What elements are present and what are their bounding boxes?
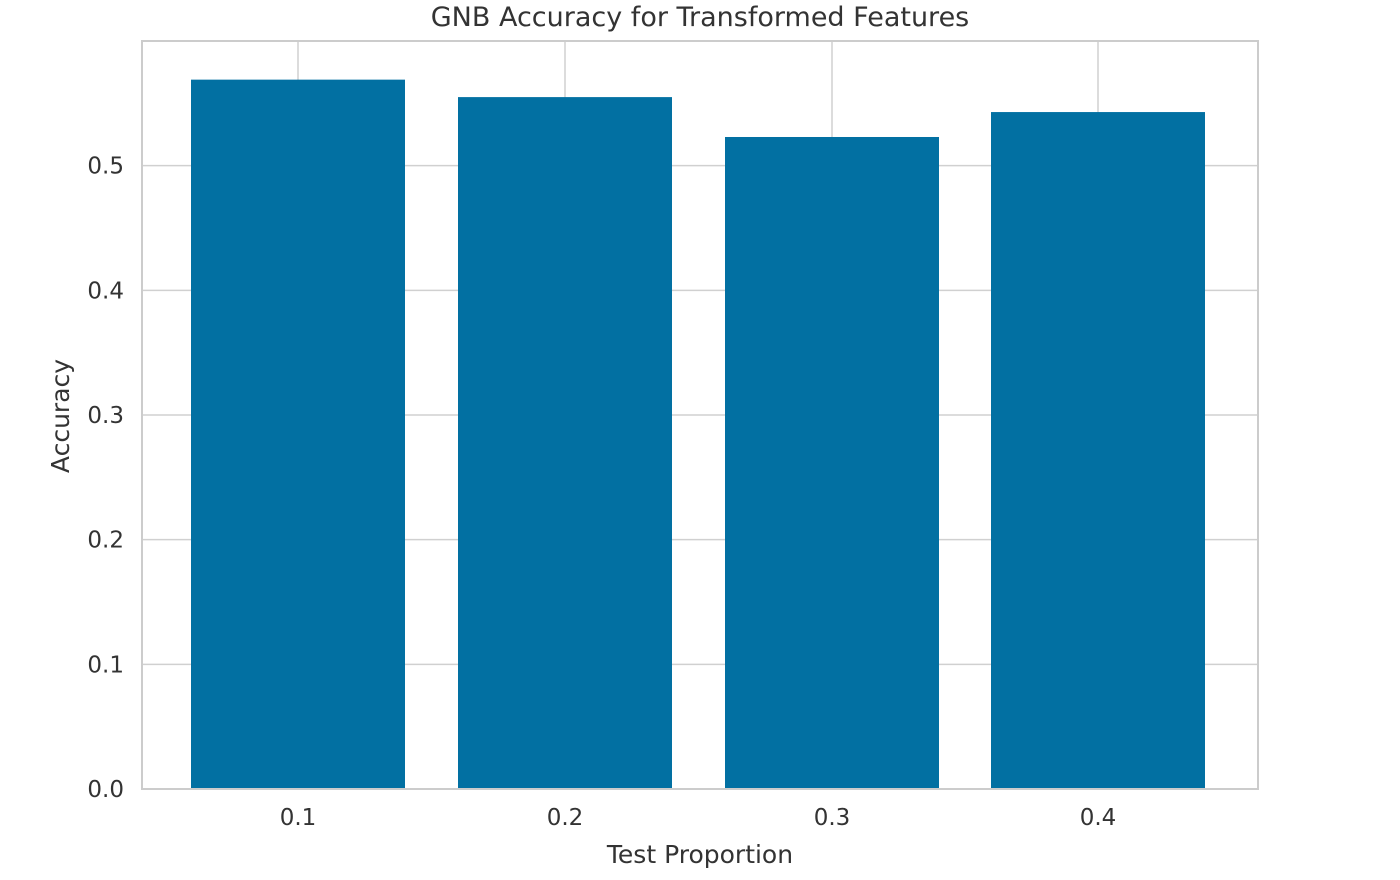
y-tick-labels: 0.0 0.1 0.2 0.3 0.4 0.5 bbox=[87, 154, 124, 803]
x-tick-label: 0.1 bbox=[280, 805, 317, 831]
bar-0.4 bbox=[991, 112, 1205, 789]
bar-0.1 bbox=[191, 79, 405, 789]
x-tick-label: 0.2 bbox=[547, 805, 584, 831]
chart-title: GNB Accuracy for Transformed Features bbox=[431, 2, 970, 33]
y-tick-label: 0.3 bbox=[87, 403, 124, 429]
x-tick-label: 0.4 bbox=[1080, 805, 1117, 831]
plot-frame bbox=[141, 40, 1259, 790]
x-tick-label: 0.3 bbox=[814, 805, 851, 831]
y-tick-label: 0.4 bbox=[87, 278, 124, 304]
x-tick-labels: 0.1 0.2 0.3 0.4 bbox=[280, 805, 1117, 831]
y-axis-label: Accuracy bbox=[46, 359, 75, 473]
y-tick-label: 0.1 bbox=[87, 652, 124, 678]
bars bbox=[191, 79, 1205, 790]
y-tick-label: 0.2 bbox=[87, 528, 124, 554]
y-tick-label: 0.0 bbox=[87, 777, 124, 803]
bar-0.3 bbox=[725, 136, 939, 789]
x-axis-label: Test Proportion bbox=[606, 840, 793, 869]
bar-0.2 bbox=[458, 97, 672, 790]
y-tick-label: 0.5 bbox=[87, 154, 124, 180]
